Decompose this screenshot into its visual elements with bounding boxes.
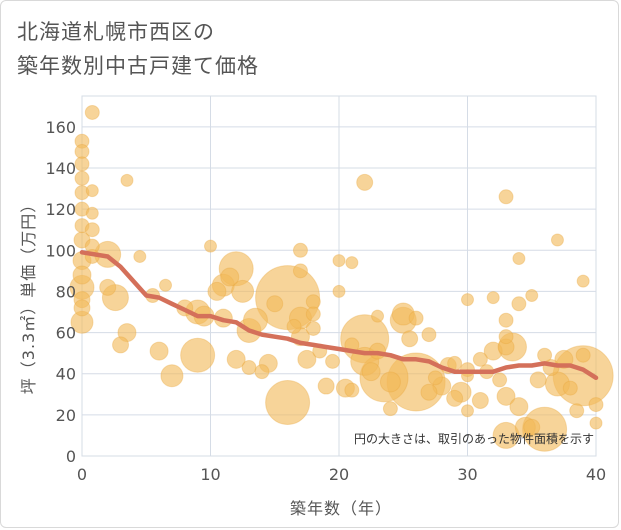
data-bubble bbox=[149, 341, 169, 361]
y-tick-label: 40 bbox=[56, 365, 76, 384]
data-bubble bbox=[498, 189, 514, 205]
data-bubble bbox=[509, 397, 529, 417]
data-bubble bbox=[220, 267, 240, 287]
data-bubble bbox=[382, 401, 398, 417]
data-bubble bbox=[371, 309, 385, 323]
data-bubble bbox=[401, 330, 419, 348]
y-tick-label: 80 bbox=[56, 282, 76, 301]
data-bubble bbox=[408, 310, 424, 326]
data-bubble bbox=[72, 265, 92, 285]
data-bubble bbox=[575, 347, 591, 363]
data-bubble bbox=[588, 397, 604, 413]
x-tick-label: 10 bbox=[200, 465, 220, 484]
data-bubble bbox=[421, 327, 437, 343]
data-bubble bbox=[537, 347, 553, 363]
data-bubble bbox=[231, 279, 255, 303]
data-bubble bbox=[254, 364, 270, 380]
data-bubble bbox=[133, 249, 147, 263]
bubble-size-note: 円の大きさは、取引のあった物件面積を示す bbox=[354, 431, 594, 446]
chart-title-line-2: 築年数別中古戸建て価格 bbox=[17, 54, 259, 78]
y-tick-label: 100 bbox=[45, 241, 76, 260]
data-bubble bbox=[589, 416, 603, 430]
data-bubble bbox=[207, 281, 227, 301]
data-bubble bbox=[332, 254, 346, 268]
data-bubble bbox=[492, 421, 520, 449]
data-bubble bbox=[305, 306, 321, 322]
data-bubble bbox=[325, 353, 341, 369]
data-bubble bbox=[562, 380, 578, 396]
data-bubble bbox=[297, 349, 317, 369]
data-bubble bbox=[84, 104, 100, 120]
data-bubble bbox=[226, 349, 246, 369]
data-bubble bbox=[317, 377, 335, 395]
data-bubble bbox=[446, 389, 464, 407]
data-bubble bbox=[472, 351, 488, 367]
data-bubble bbox=[569, 403, 585, 419]
data-bubble bbox=[241, 360, 257, 376]
y-tick-label: 160 bbox=[45, 118, 76, 137]
trend-line bbox=[79, 250, 599, 381]
data-bubble bbox=[292, 242, 308, 258]
data-bubble bbox=[112, 336, 130, 354]
trend-series bbox=[79, 250, 599, 381]
y-axis-title: 坪（3.3㎡）単価（万円） bbox=[19, 196, 38, 394]
data-bubble bbox=[361, 362, 381, 382]
grid-lines bbox=[81, 95, 597, 457]
data-bubble bbox=[498, 312, 514, 328]
data-bubble bbox=[523, 418, 541, 436]
chart-title: 北海道札幌市西区の 築年数別中古戸建て価格 bbox=[17, 15, 259, 83]
x-tick-label: 40 bbox=[586, 465, 606, 484]
data-bubble bbox=[265, 380, 311, 426]
data-bubble bbox=[461, 404, 474, 418]
data-bubble bbox=[427, 370, 443, 386]
data-bubble bbox=[511, 296, 527, 312]
data-bubble bbox=[204, 239, 217, 253]
tick-labels: 0 20 40 60 80 100 120 140 160 0 10 20 30 40 bbox=[45, 118, 606, 484]
data-bubble bbox=[471, 391, 489, 409]
chart-title-line-1: 北海道札幌市西区の bbox=[17, 20, 215, 44]
data-bubble bbox=[492, 372, 508, 388]
x-tick-label: 20 bbox=[329, 465, 349, 484]
data-bubble bbox=[305, 320, 321, 336]
data-bubble bbox=[525, 289, 539, 303]
data-bubble bbox=[498, 329, 514, 345]
bubble-series bbox=[69, 104, 614, 452]
data-bubble bbox=[529, 371, 547, 389]
data-bubble bbox=[496, 386, 516, 406]
x-axis-title: 築年数（年） bbox=[290, 499, 392, 518]
data-bubble bbox=[486, 291, 500, 305]
y-tick-label: 20 bbox=[56, 406, 76, 425]
data-bubble bbox=[420, 383, 438, 401]
data-bubble bbox=[120, 173, 134, 187]
y-tick-label: 120 bbox=[45, 200, 76, 219]
data-bubble bbox=[74, 170, 90, 186]
data-bubble bbox=[344, 382, 360, 398]
x-tick-label: 0 bbox=[77, 465, 87, 484]
data-bubble bbox=[286, 318, 302, 334]
y-tick-label: 60 bbox=[56, 324, 76, 343]
data-bubble bbox=[74, 156, 90, 172]
data-bubble bbox=[73, 299, 91, 317]
data-bubble bbox=[576, 274, 590, 288]
y-tick-label: 0 bbox=[66, 447, 76, 466]
data-bubble bbox=[85, 206, 99, 220]
data-bubble bbox=[345, 256, 359, 270]
x-tick-label: 30 bbox=[457, 465, 477, 484]
data-bubble bbox=[292, 263, 308, 279]
data-bubble bbox=[379, 371, 401, 393]
data-bubble bbox=[550, 233, 564, 247]
data-bubble bbox=[461, 293, 474, 307]
data-bubble bbox=[266, 295, 284, 313]
y-tick-label: 140 bbox=[45, 159, 76, 178]
data-bubble bbox=[356, 173, 374, 191]
data-bubble bbox=[85, 184, 99, 198]
data-bubble bbox=[99, 278, 117, 296]
data-bubble bbox=[180, 337, 216, 373]
data-bubble bbox=[332, 284, 346, 298]
data-bubble bbox=[84, 222, 100, 238]
data-bubble bbox=[159, 278, 173, 292]
data-bubble bbox=[512, 252, 526, 266]
data-bubble bbox=[160, 364, 184, 388]
